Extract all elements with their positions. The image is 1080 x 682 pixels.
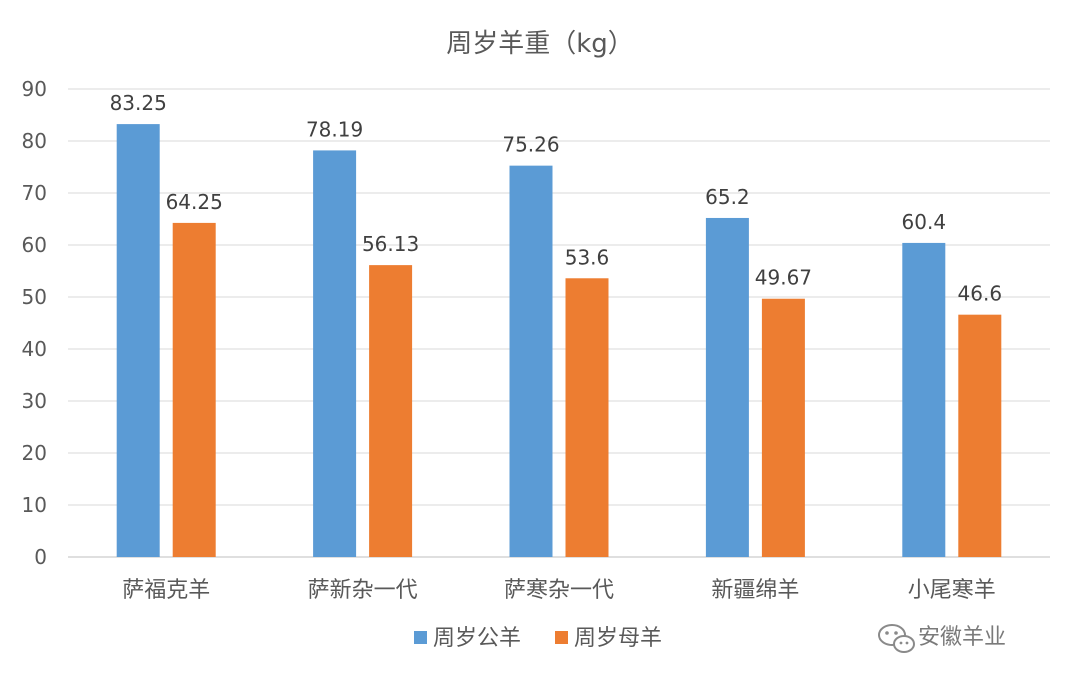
data-label: 65.2 bbox=[705, 185, 750, 209]
legend-label: 周岁母羊 bbox=[574, 626, 662, 651]
data-label: 83.25 bbox=[110, 91, 167, 115]
y-tick-label: 80 bbox=[22, 129, 47, 153]
x-tick-label: 萨寒杂一代 bbox=[504, 578, 614, 603]
legend: 周岁公羊 周岁母羊 bbox=[414, 626, 662, 651]
data-label: 53.6 bbox=[565, 245, 610, 269]
watermark: 安徽羊业 bbox=[878, 624, 1006, 653]
x-axis: 萨福克羊 萨新杂一代 萨寒杂一代 新疆绵羊 小尾寒羊 bbox=[122, 578, 996, 603]
bars: 83.25 64.25 78.19 56.13 75.26 53.6 65.2 49.67 60… bbox=[110, 91, 1003, 558]
data-label: 78.19 bbox=[306, 117, 363, 141]
data-label: 64.25 bbox=[166, 190, 223, 214]
gridlines bbox=[68, 88, 1050, 558]
data-label: 49.67 bbox=[755, 266, 812, 290]
bar-male bbox=[902, 242, 946, 558]
data-label: 56.13 bbox=[362, 232, 419, 256]
data-label: 60.4 bbox=[902, 210, 947, 234]
bar-male bbox=[116, 124, 160, 557]
x-tick-label: 萨福克羊 bbox=[122, 578, 210, 603]
bar-female bbox=[369, 265, 413, 557]
legend-swatch bbox=[414, 631, 427, 644]
wechat-icon bbox=[878, 624, 915, 653]
data-label: 75.26 bbox=[502, 133, 559, 157]
y-tick-label: 60 bbox=[22, 233, 47, 257]
y-axis: 0 10 20 30 40 50 60 70 80 90 bbox=[22, 77, 47, 569]
data-label: 46.6 bbox=[958, 282, 1003, 306]
bar-female bbox=[172, 222, 216, 557]
y-tick-label: 10 bbox=[22, 493, 47, 517]
chart-title: 周岁羊重（kg） bbox=[446, 29, 634, 59]
y-tick-label: 70 bbox=[22, 181, 47, 205]
watermark-text: 安徽羊业 bbox=[918, 625, 1006, 650]
x-tick-label: 新疆绵羊 bbox=[711, 578, 799, 603]
y-tick-label: 20 bbox=[22, 441, 47, 465]
y-tick-label: 50 bbox=[22, 285, 47, 309]
bar-male bbox=[705, 217, 749, 557]
legend-swatch bbox=[555, 631, 568, 644]
y-tick-label: 40 bbox=[22, 337, 47, 361]
x-tick-label: 萨新杂一代 bbox=[308, 578, 418, 603]
bar-male bbox=[509, 165, 553, 557]
bar-male bbox=[313, 150, 357, 558]
x-tick-label: 小尾寒羊 bbox=[908, 578, 996, 603]
legend-label: 周岁公羊 bbox=[433, 626, 521, 651]
bar-female bbox=[565, 278, 609, 557]
bar-female bbox=[958, 314, 1002, 557]
bar-female bbox=[761, 298, 805, 557]
y-tick-label: 0 bbox=[34, 545, 47, 569]
y-tick-label: 30 bbox=[22, 389, 47, 413]
y-tick-label: 90 bbox=[22, 77, 47, 101]
